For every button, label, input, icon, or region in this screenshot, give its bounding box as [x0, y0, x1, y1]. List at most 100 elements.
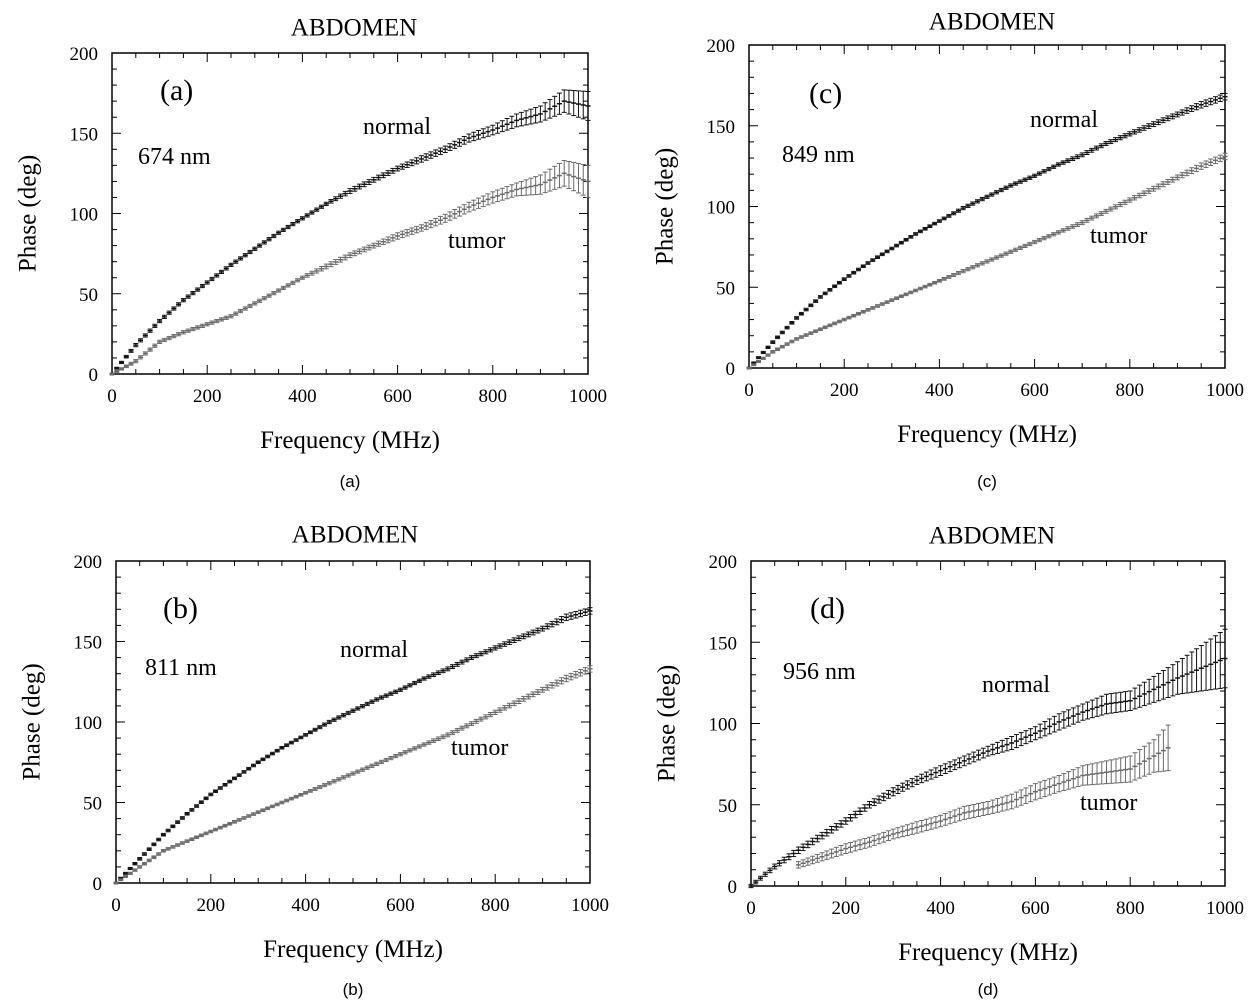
data-point [822, 325, 828, 330]
y-tick-label: 100 [70, 205, 99, 226]
data-point [274, 748, 280, 753]
data-point [1203, 641, 1209, 691]
data-point [421, 676, 427, 681]
wavelength-label: 849 nm [782, 142, 855, 168]
data-point [336, 715, 342, 720]
data-point [822, 291, 828, 296]
data-point [794, 337, 800, 341]
data-point [756, 356, 762, 360]
data-point [497, 643, 503, 649]
data-point [485, 193, 491, 206]
data-point [1099, 695, 1105, 716]
data-point [575, 162, 581, 194]
data-point [965, 203, 971, 208]
data-point [380, 238, 386, 245]
data-point [999, 796, 1005, 812]
data-point [345, 710, 351, 716]
data-point [345, 773, 351, 778]
data-point [971, 751, 977, 763]
data-point [447, 211, 453, 221]
data-point [261, 296, 267, 301]
x-tick-label: 1000 [1206, 898, 1244, 919]
data-point [846, 274, 852, 278]
data-point [1184, 654, 1190, 694]
data-point [875, 255, 881, 260]
data-point [378, 695, 384, 700]
data-point [1070, 769, 1076, 789]
data-point [941, 276, 947, 281]
data-point [160, 832, 166, 837]
data-point [852, 840, 858, 852]
data-point [151, 855, 157, 860]
data-point [571, 161, 577, 192]
data-point [779, 330, 785, 335]
x-tick-label: 0 [111, 895, 121, 916]
data-point [1127, 755, 1133, 783]
data-point [232, 820, 237, 824]
data-point [1212, 156, 1218, 165]
data-point [970, 201, 976, 206]
data-point [161, 337, 167, 343]
data-point [1061, 711, 1067, 729]
data-point [833, 846, 839, 857]
series-label-normal: normal [982, 672, 1050, 698]
data-point [1074, 222, 1080, 227]
data-point [456, 206, 462, 217]
data-point [189, 837, 195, 841]
data-point [380, 172, 386, 179]
data-point [1023, 730, 1029, 745]
data-point [578, 609, 584, 618]
data-point [540, 686, 546, 693]
data-point [990, 743, 996, 756]
data-point [487, 647, 493, 653]
data-point [794, 316, 800, 320]
data-point [314, 207, 320, 212]
data-point [1222, 152, 1228, 161]
data-point [366, 179, 372, 185]
data-point [528, 177, 534, 196]
x-tick-label: 800 [481, 895, 510, 916]
data-point [295, 219, 301, 224]
data-point [1189, 105, 1195, 113]
data-point [233, 259, 239, 264]
data-point [1184, 107, 1190, 114]
data-point [947, 761, 953, 773]
y-axis-label: Phase (deg) [654, 665, 681, 782]
data-point [504, 186, 510, 200]
y-tick-label: 150 [70, 124, 99, 145]
data-point [523, 179, 529, 196]
data-point [1070, 156, 1076, 162]
data-point [376, 240, 382, 247]
data-point [426, 674, 432, 679]
data-point [976, 749, 982, 761]
y-tick-label: 200 [707, 36, 736, 57]
data-point [333, 196, 339, 202]
data-point [407, 748, 413, 753]
data-point [1146, 123, 1152, 129]
data-point [276, 288, 282, 293]
data-point [257, 298, 263, 303]
data-point [1160, 670, 1166, 700]
data-point [402, 685, 408, 690]
data-point [459, 725, 465, 731]
data-point [227, 821, 233, 826]
series-label-tumor: tumor [1080, 790, 1137, 816]
data-point [1189, 167, 1195, 175]
data-point [894, 243, 900, 248]
data-point [936, 278, 942, 283]
data-point [304, 273, 310, 278]
data-point [133, 359, 139, 364]
series-tumor [795, 724, 1171, 869]
data-point [1008, 183, 1014, 188]
data-point [1089, 147, 1095, 153]
data-point [1165, 724, 1171, 772]
data-point [563, 613, 569, 622]
data-point [890, 787, 896, 797]
data-point [895, 827, 901, 839]
chart-panel-2: ABDOMEN 0 200 400 600 800 1000 0 50 100 150 200 Freq… [652, 9, 1244, 491]
data-point [331, 717, 337, 722]
data-point [1022, 243, 1028, 249]
data-point [295, 278, 301, 283]
data-point [388, 755, 394, 761]
data-point [127, 871, 133, 875]
